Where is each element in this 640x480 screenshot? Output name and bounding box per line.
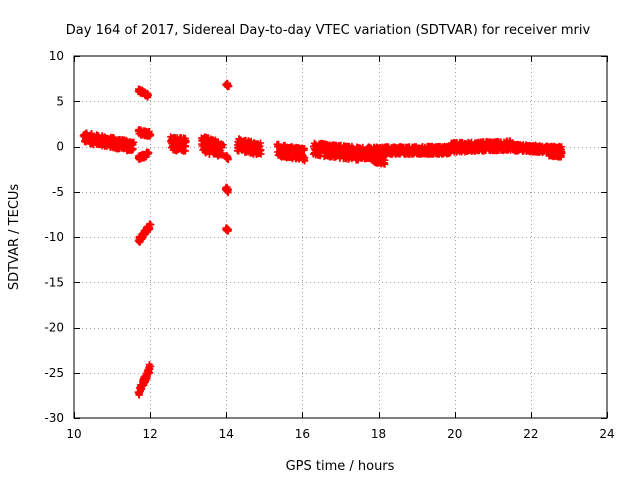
data-point-cluster [356, 142, 455, 159]
y-tick-label: 0 [56, 140, 64, 154]
y-tick-label: -25 [44, 366, 64, 380]
y-tick-label: 5 [56, 94, 64, 108]
data-point-cluster [309, 139, 364, 164]
chart-title: Day 164 of 2017, Sidereal Day-to-day VTE… [66, 23, 591, 38]
data-point-cluster [273, 140, 309, 165]
data-point-cluster [134, 148, 153, 164]
data-point-cluster [545, 147, 566, 161]
x-axis-title: GPS time / hours [286, 459, 395, 474]
data-point-cluster [134, 361, 155, 399]
y-tick-label: -10 [44, 230, 64, 244]
data-point-cluster [134, 220, 155, 246]
data-point-cluster [222, 183, 232, 197]
x-tick-label: 18 [371, 427, 386, 441]
data-point-cluster [222, 224, 232, 235]
y-tick-label: -20 [44, 321, 64, 335]
data-point-cluster [166, 133, 190, 155]
grid-layer [74, 56, 607, 418]
data-point-cluster [79, 129, 138, 155]
data-point-cluster [134, 126, 155, 140]
x-tick-label: 16 [295, 427, 310, 441]
y-tick-label: -5 [52, 185, 64, 199]
x-tick-label: 10 [66, 427, 81, 441]
y-tick-label: 10 [49, 49, 64, 63]
data-point-cluster [447, 137, 516, 156]
x-tick-label: 12 [143, 427, 158, 441]
y-axis-title: SDTVAR / TECUs [7, 184, 22, 291]
data-point-cluster [134, 85, 152, 101]
data-point-cluster [197, 133, 227, 160]
data-point-cluster [222, 151, 232, 164]
y-tick-label: -30 [44, 411, 64, 425]
data-point-cluster [222, 79, 233, 91]
x-tick-label: 22 [523, 427, 538, 441]
y-tick-label: -15 [44, 275, 64, 289]
x-tick-label: 20 [447, 427, 462, 441]
x-tick-label: 14 [219, 427, 234, 441]
data-layer [79, 79, 566, 399]
data-point-cluster [233, 135, 265, 158]
x-tick-label: 24 [599, 427, 614, 441]
tick-layer: 10 12 14 16 18 20 22 24 -30 -25 -20 -15 -10 -5 0 5 10 [44, 49, 614, 441]
